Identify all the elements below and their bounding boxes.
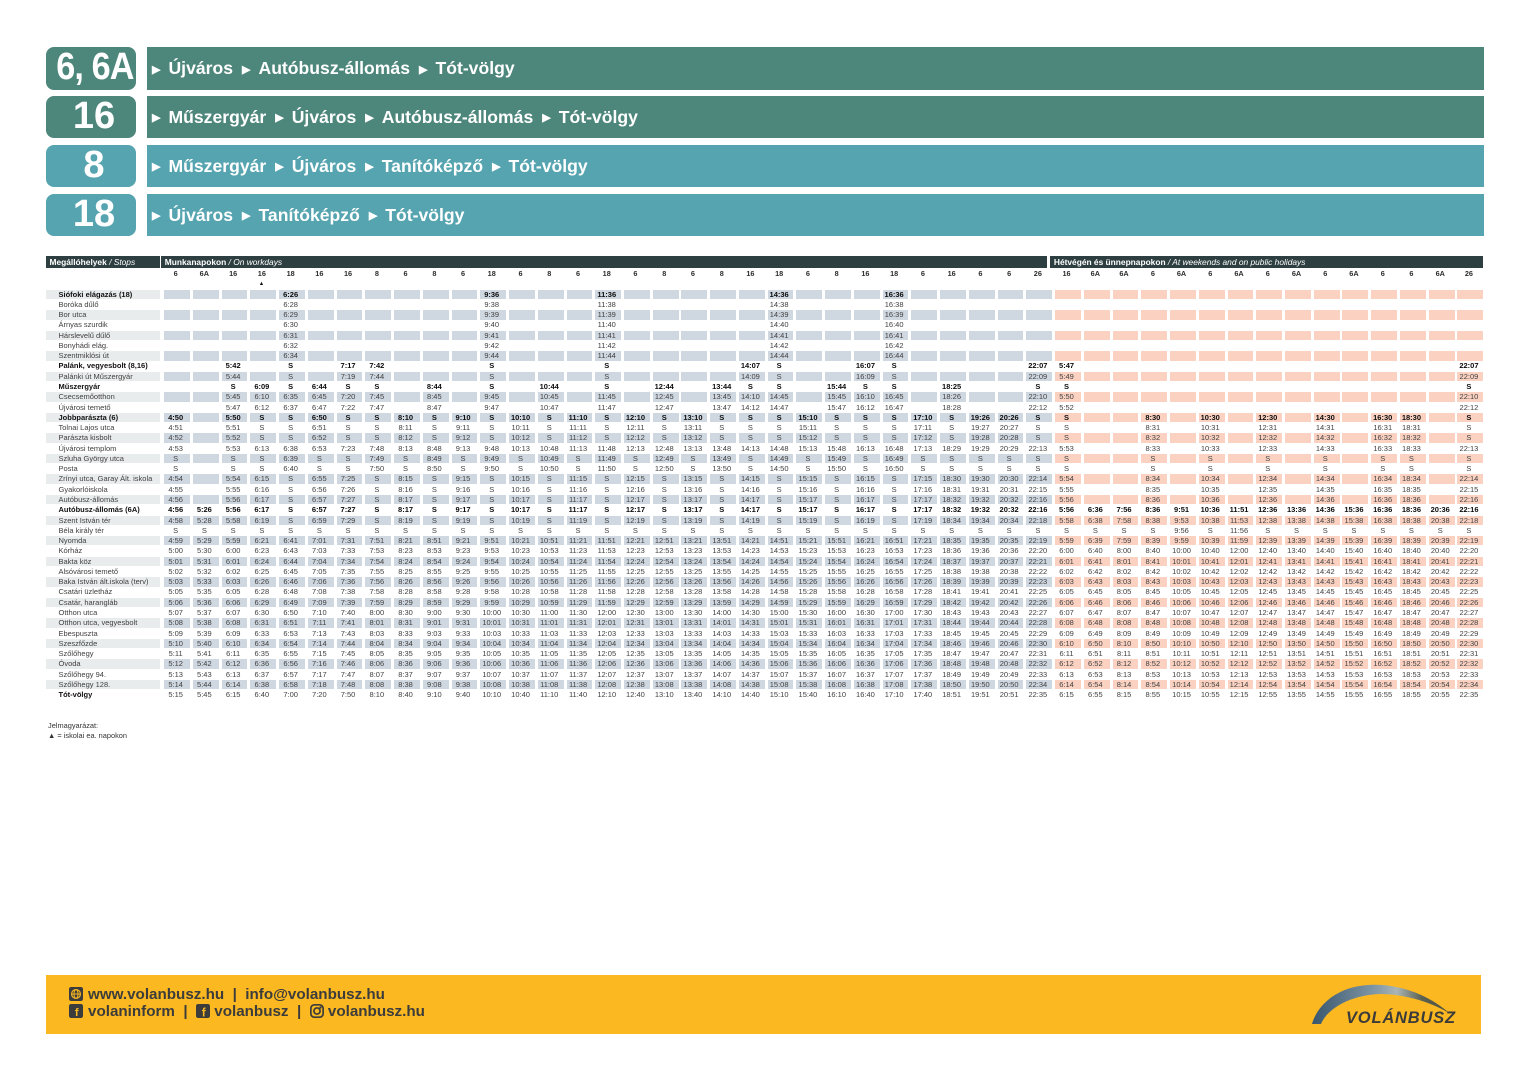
svg-text:f: f — [75, 1007, 79, 1018]
svg-text:VOLÁNBUSZ: VOLÁNBUSZ — [1346, 1008, 1456, 1027]
svg-text:f: f — [202, 1005, 206, 1018]
